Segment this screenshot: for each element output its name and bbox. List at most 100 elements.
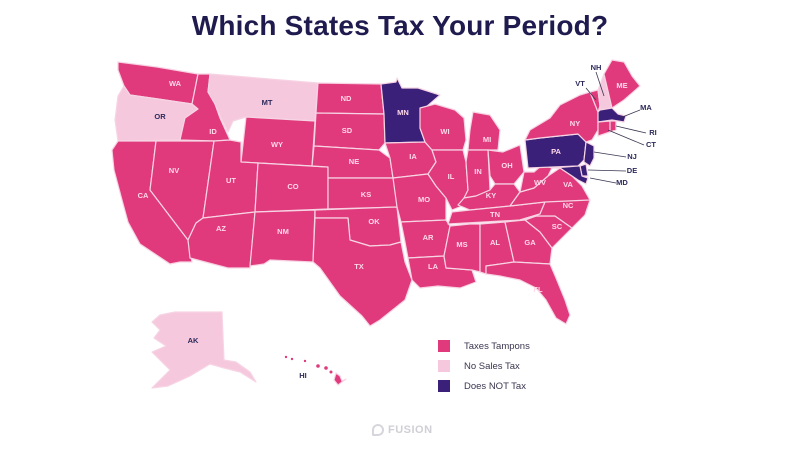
legend-item-does-not-tax: Does NOT Tax (438, 376, 530, 396)
state-label-nd: ND (341, 94, 352, 103)
legend-label: Does NOT Tax (464, 380, 526, 392)
callout-label-ri: RI (649, 128, 657, 137)
state-label-ak: AK (188, 336, 199, 345)
state-md (551, 165, 589, 185)
callout-label-nh: NH (591, 63, 602, 72)
state-label-nm: NM (277, 227, 289, 236)
state-ct (597, 120, 611, 137)
state-label-mt: MT (262, 98, 273, 107)
legend-swatch-no-sales-tax (438, 360, 450, 372)
state-nc (519, 197, 591, 229)
brand-logo: FUSION (372, 424, 433, 436)
state-label-az: AZ (216, 224, 226, 233)
callout-label-vt: VT (575, 79, 585, 88)
state-label-va: VA (563, 180, 573, 189)
legend-item-no-sales-tax: No Sales Tax (438, 356, 530, 376)
state-label-mi: MI (483, 135, 491, 144)
state-sd (313, 112, 386, 151)
callout-line-nh (595, 71, 605, 97)
hawaii-island (316, 364, 320, 368)
state-label-ar: AR (423, 233, 434, 242)
state-label-fl: FL (533, 285, 543, 294)
state-label-il: IL (448, 172, 455, 181)
state-label-mo: MO (418, 195, 430, 204)
state-label-ks: KS (361, 190, 371, 199)
state-mi (467, 111, 501, 151)
state-nj (583, 141, 595, 167)
state-me (603, 59, 641, 109)
state-label-sd: SD (342, 126, 353, 135)
state-wi (419, 103, 467, 151)
state-ms (443, 223, 481, 273)
state-il (427, 149, 469, 211)
callout-line-md (589, 177, 617, 184)
state-label-mn: MN (397, 108, 409, 117)
callout-label-md: MD (616, 178, 628, 187)
state-label-ga: GA (524, 238, 536, 247)
legend-label: No Sales Tax (464, 360, 520, 372)
state-label-la: LA (428, 262, 439, 271)
state-label-ia: IA (409, 152, 417, 161)
callout-line-de (587, 169, 627, 172)
callout-line-ri (615, 125, 647, 134)
callout-line-ma (619, 109, 641, 119)
state-label-ut: UT (226, 176, 236, 185)
state-label-ok: OK (368, 217, 380, 226)
state-label-ny: NY (570, 119, 580, 128)
hawaii-islands (284, 355, 333, 374)
state-label-me: ME (616, 81, 627, 90)
state-label-sc: SC (552, 222, 563, 231)
state-label-wv: WV (534, 178, 546, 187)
state-label-id: ID (209, 127, 217, 136)
legend-swatch-taxes (438, 340, 450, 352)
state-oh (487, 144, 525, 185)
state-fl (485, 261, 571, 325)
state-ak (151, 311, 257, 389)
state-label-oh: OH (501, 161, 512, 170)
state-label-wa: WA (169, 79, 182, 88)
state-mn (380, 77, 441, 144)
state-tx (312, 217, 413, 327)
brand-label: FUSION (388, 424, 433, 436)
state-label-tx: TX (354, 262, 364, 271)
state-label-ne: NE (349, 157, 359, 166)
state-label-in: IN (474, 167, 482, 176)
legend-swatch-does-not-tax (438, 380, 450, 392)
state-label-or: OR (154, 112, 166, 121)
callout-line-vt (585, 87, 597, 101)
callout-label-nj: NJ (627, 152, 637, 161)
state-label-tn: TN (490, 210, 500, 219)
page-title: Which States Tax Your Period? (191, 10, 609, 41)
callout-line-nj (593, 151, 627, 158)
hawaii-island (329, 370, 333, 374)
state-ma (597, 107, 627, 123)
legend-item-taxes: Taxes Tampons (438, 336, 530, 356)
callout-label-ct: CT (646, 140, 656, 149)
hawaii-island (284, 355, 288, 359)
callout-label-ma: MA (640, 103, 652, 112)
state-label-wy: WY (271, 140, 283, 149)
legend-label: Taxes Tampons (464, 340, 530, 352)
state-label-ca: CA (138, 191, 149, 200)
state-hi (333, 372, 347, 386)
state-label-wi: WI (440, 127, 449, 136)
state-callouts: NH VT MA RI CT NJ DE MD (575, 63, 657, 187)
callout-line-ct (607, 129, 645, 146)
state-label-ky: KY (486, 191, 496, 200)
state-label-nv: NV (169, 166, 179, 175)
states-layer (111, 59, 641, 389)
callout-label-de: DE (627, 166, 637, 175)
state-label-al: AL (490, 238, 500, 247)
state-ny (524, 91, 599, 143)
state-label-pa: PA (551, 147, 561, 156)
state-label-ms: MS (456, 240, 467, 249)
hawaii-island (290, 357, 294, 361)
hawaii-island (303, 359, 307, 363)
state-label-hi: HI (299, 371, 307, 380)
fusion-logo-icon (372, 424, 384, 436)
state-ri (609, 120, 617, 133)
state-label-co: CO (287, 182, 298, 191)
state-nm (249, 209, 316, 267)
legend: Taxes Tampons No Sales Tax Does NOT Tax (438, 336, 530, 396)
